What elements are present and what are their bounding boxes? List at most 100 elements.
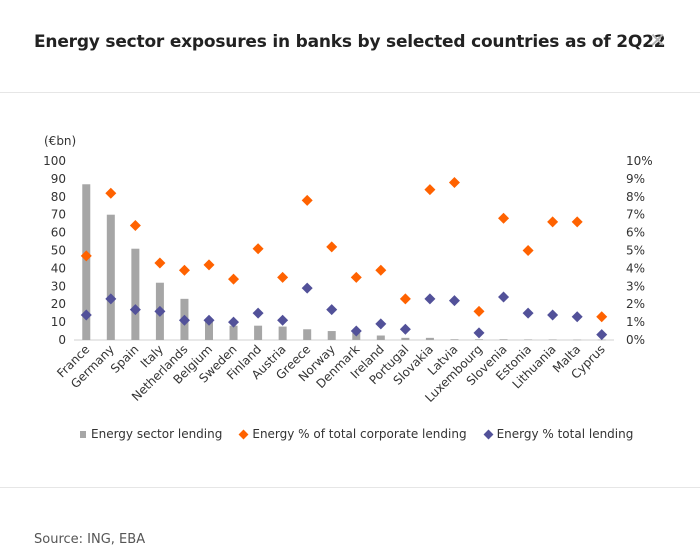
point-energy-corporate-pct <box>277 271 289 283</box>
bar-energy-lending <box>254 325 263 340</box>
point-energy-total-pct <box>178 314 190 326</box>
x-axis-category-label: Spain <box>108 342 142 376</box>
point-energy-total-pct <box>129 304 141 316</box>
legend-swatch-total <box>483 429 494 439</box>
right-axis-tick-label: 8% <box>626 190 645 204</box>
point-energy-corporate-pct <box>178 264 190 276</box>
point-energy-corporate-pct <box>571 216 583 228</box>
source-note: Source: ING, EBA <box>34 532 146 547</box>
left-axis-tick-label: 40 <box>51 261 66 275</box>
y-axis-unit-label: (€bn) <box>44 134 76 148</box>
point-energy-corporate-pct <box>326 241 338 253</box>
point-energy-corporate-pct <box>399 293 411 305</box>
chart-area: (€bn) 0 10 20 30 40 50 60 70 80 90 100 0% 1% 2% 3% 4% 5% 6… <box>43 134 653 405</box>
left-axis-tick-label: 30 <box>51 279 66 293</box>
right-axis-tick-label: 2% <box>626 297 645 311</box>
point-energy-total-pct <box>424 293 436 305</box>
point-energy-total-pct <box>228 316 240 328</box>
chart-title: Energy sector exposures in banks by sele… <box>34 32 666 52</box>
point-energy-corporate-pct <box>424 184 436 196</box>
point-energy-total-pct <box>350 325 362 337</box>
bar-energy-lending <box>401 337 410 340</box>
point-energy-total-pct <box>571 311 583 323</box>
legend-label-bars: Energy sector lending <box>91 427 223 441</box>
bar-energy-lending <box>376 335 385 340</box>
legend-item-total: Energy % total lending <box>483 427 634 441</box>
left-axis-tick-label: 100 <box>43 154 66 168</box>
bar-energy-lending <box>229 325 238 340</box>
legend-label-total: Energy % total lending <box>496 427 634 441</box>
bar-energy-lending <box>327 331 336 340</box>
left-axis-tick-label: 60 <box>51 226 66 240</box>
left-axis-tick-label: 80 <box>51 190 66 204</box>
point-energy-corporate-pct <box>448 176 460 188</box>
right-axis-tick-label: 1% <box>626 315 645 329</box>
footer-divider <box>0 487 700 488</box>
point-energy-corporate-pct <box>80 250 92 262</box>
point-energy-total-pct <box>80 309 92 321</box>
left-axis-tick-label: 20 <box>51 297 66 311</box>
point-energy-corporate-pct <box>228 273 240 285</box>
point-energy-total-pct <box>448 295 460 307</box>
chart-legend: Energy sector lending Energy % of total … <box>80 427 680 441</box>
right-axis-tick-label: 0% <box>626 333 645 347</box>
right-axis-tick-label: 10% <box>626 154 653 168</box>
left-axis-tick-label: 10 <box>51 315 66 329</box>
point-energy-corporate-pct <box>154 257 166 269</box>
bar-energy-lending <box>475 339 483 340</box>
point-energy-total-pct <box>547 309 559 321</box>
point-energy-total-pct <box>301 282 313 294</box>
bar-energy-lending <box>499 339 508 340</box>
bar-energy-lending <box>131 248 140 340</box>
point-energy-corporate-pct <box>129 219 141 231</box>
legend-item-corporate: Energy % of total corporate lending <box>238 427 467 441</box>
bar-energy-lending <box>278 326 287 340</box>
right-axis-tick-label: 9% <box>626 172 645 186</box>
point-energy-corporate-pct <box>350 271 362 283</box>
point-energy-total-pct <box>252 307 264 319</box>
bar-energy-lending <box>425 337 434 340</box>
left-axis-tick-label: 70 <box>51 208 66 222</box>
right-axis-tick-label: 6% <box>626 226 645 240</box>
point-energy-total-pct <box>375 318 387 330</box>
legend-swatch-corporate <box>238 429 249 439</box>
point-energy-corporate-pct <box>375 264 387 276</box>
point-energy-corporate-pct <box>547 216 559 228</box>
bar-energy-lending <box>548 339 557 340</box>
legend-swatch-bars <box>80 430 86 438</box>
bar-energy-lending <box>205 320 213 340</box>
point-energy-corporate-pct <box>522 245 534 256</box>
right-axis-tick-label: 7% <box>626 208 645 222</box>
point-energy-corporate-pct <box>252 243 264 255</box>
bar-energy-lending <box>524 339 533 340</box>
header-divider <box>0 92 700 93</box>
point-energy-total-pct <box>105 293 117 305</box>
right-axis-tick-label: 5% <box>626 244 645 258</box>
close-icon[interactable]: ✕ <box>649 28 666 52</box>
bar-energy-lending <box>303 329 312 340</box>
point-energy-total-pct <box>498 291 510 303</box>
point-energy-total-pct <box>399 323 411 335</box>
right-axis-tick-label: 3% <box>626 279 645 293</box>
bar-energy-lending <box>82 184 91 340</box>
point-energy-corporate-pct <box>301 194 313 206</box>
point-energy-total-pct <box>473 327 485 339</box>
point-energy-total-pct <box>154 305 166 317</box>
left-axis-tick-label: 0 <box>58 333 66 347</box>
point-energy-corporate-pct <box>498 212 510 224</box>
point-energy-total-pct <box>203 314 215 326</box>
legend-item-bars: Energy sector lending <box>80 427 222 441</box>
left-axis-tick-label: 50 <box>51 244 66 258</box>
bar-energy-lending <box>573 339 582 341</box>
point-energy-total-pct <box>277 314 289 326</box>
point-energy-total-pct <box>596 329 608 341</box>
point-energy-total-pct <box>326 304 338 316</box>
chart-header: Energy sector exposures in banks by sele… <box>0 0 700 92</box>
point-energy-corporate-pct <box>105 187 117 199</box>
left-axis-tick-label: 90 <box>51 172 66 186</box>
bar-energy-lending <box>106 214 115 340</box>
right-axis-tick-label: 4% <box>626 261 645 275</box>
bar-energy-lending <box>450 339 459 340</box>
point-energy-corporate-pct <box>203 259 215 271</box>
point-energy-corporate-pct <box>473 305 485 317</box>
